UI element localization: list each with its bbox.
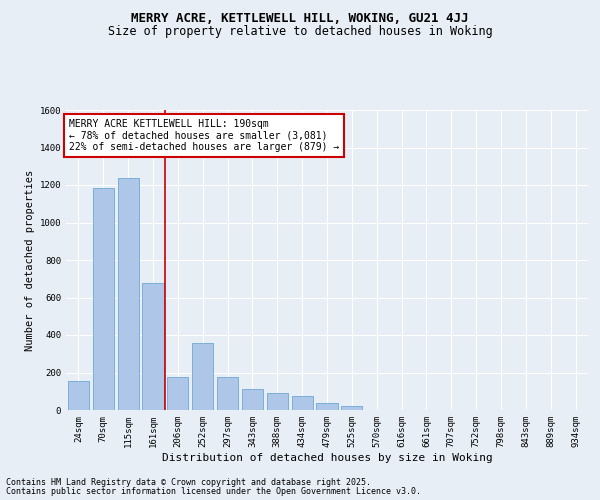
Bar [316, 404, 338, 410]
Text: MERRY ACRE KETTLEWELL HILL: 190sqm
← 78% of detached houses are smaller (3,081)
: MERRY ACRE KETTLEWELL HILL: 190sqm ← 78%… [68, 119, 339, 152]
Text: MERRY ACRE, KETTLEWELL HILL, WOKING, GU21 4JJ: MERRY ACRE, KETTLEWELL HILL, WOKING, GU2… [131, 12, 469, 26]
Bar [292, 396, 313, 410]
Bar [167, 377, 188, 410]
Bar [68, 381, 89, 410]
Bar [267, 393, 288, 410]
Bar [341, 406, 362, 410]
Bar [142, 284, 164, 410]
Text: Contains public sector information licensed under the Open Government Licence v3: Contains public sector information licen… [6, 487, 421, 496]
Bar [118, 178, 139, 410]
Text: Contains HM Land Registry data © Crown copyright and database right 2025.: Contains HM Land Registry data © Crown c… [6, 478, 371, 487]
Text: Size of property relative to detached houses in Woking: Size of property relative to detached ho… [107, 25, 493, 38]
Bar [217, 377, 238, 410]
Bar [242, 390, 263, 410]
Y-axis label: Number of detached properties: Number of detached properties [25, 170, 35, 350]
X-axis label: Distribution of detached houses by size in Woking: Distribution of detached houses by size … [161, 452, 493, 462]
Bar [192, 344, 213, 410]
Bar [93, 188, 114, 410]
